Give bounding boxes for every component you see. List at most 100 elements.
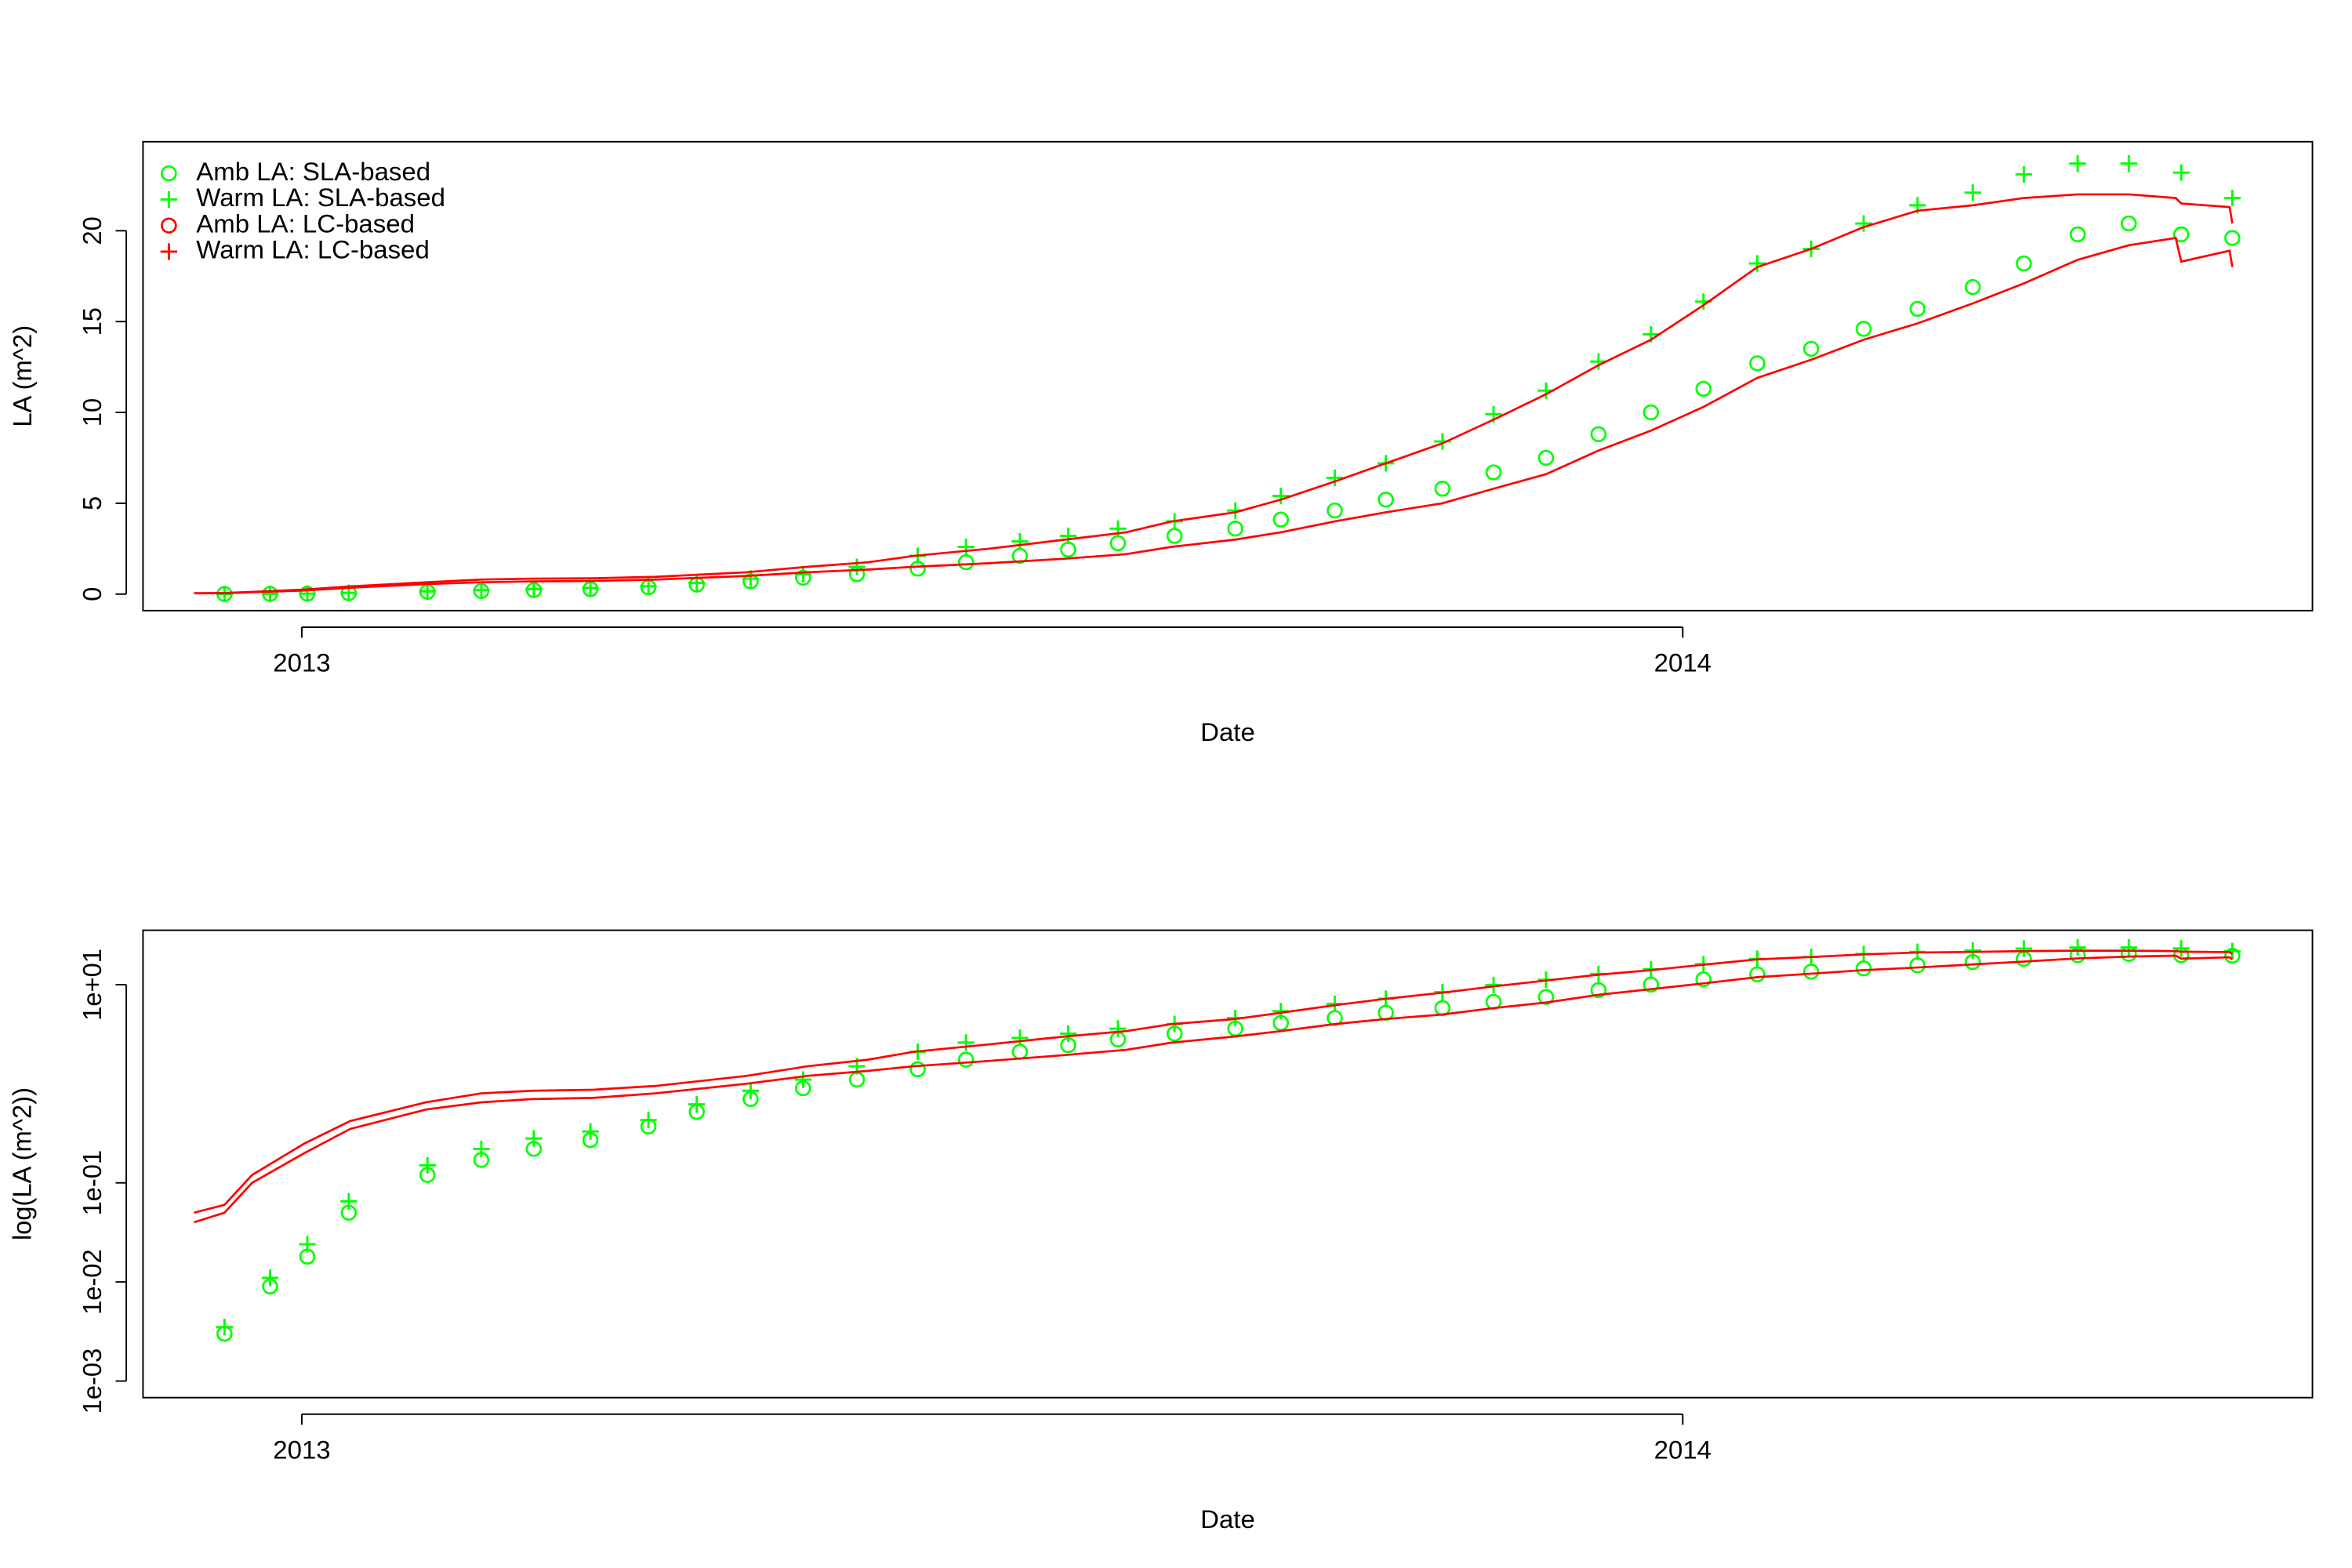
data-point [957,1034,975,1051]
data-point [1059,528,1077,545]
data-point [957,1051,975,1068]
data-point [2120,938,2137,956]
data-point [1537,449,1555,466]
data-point [957,554,975,571]
legend-label: Amb LA: SLA-based [196,157,430,186]
data-point [473,1140,490,1158]
data-point [261,585,279,603]
data-point [1272,488,1290,505]
data-point [419,1156,436,1174]
data-point [1590,982,1607,999]
y-tick-label: 1e-01 [78,1150,107,1216]
data-point [1964,942,1981,959]
y-tick-label: 1e+01 [78,949,107,1021]
data-point [1748,255,1766,272]
data-point [299,1236,316,1253]
data-point [1326,469,1344,487]
legend-symbol [160,243,178,260]
data-point [1909,300,1926,318]
data-point [794,1071,812,1088]
data-point [340,1192,358,1210]
data-point [848,1071,866,1088]
plot-box [142,140,2314,612]
data-point [1059,1025,1077,1043]
data-point [1011,532,1029,550]
data-point [261,1269,279,1287]
data-point [2069,938,2086,956]
y-tick-label: 20 [78,216,107,245]
data-point [419,583,436,600]
data-point [848,558,866,575]
data-point [688,1095,706,1113]
data-point [1855,960,1872,977]
data-point [1272,511,1290,528]
legend-symbol [161,217,177,234]
data-point [2172,164,2190,181]
data-point [1166,528,1183,544]
y-axis-label: log(LA (m^2)) [8,1087,37,1240]
data-point [1964,278,1981,296]
data-point [1537,989,1555,1005]
data-point [1109,1020,1127,1037]
x-tick-label: 2014 [1654,1436,1711,1465]
data-point [582,579,599,597]
x-axis-label: Date [1200,1504,1255,1534]
y-axis-label: LA (m^2) [8,325,37,427]
legend-symbol [160,191,178,209]
data-point [473,582,490,599]
data-point [1802,964,1820,980]
data-point [1855,215,1872,232]
data-point [1695,971,1712,988]
data-point [1909,956,1926,974]
data-point [1855,321,1872,337]
data-point [742,1082,760,1099]
data-point [1642,404,1660,421]
data-point [2015,165,2033,183]
data-point [742,570,760,587]
y-tick-label: 0 [78,587,107,601]
data-point [794,565,812,583]
data-point [1011,1044,1029,1060]
y-tick-label: 15 [78,307,107,336]
series-line [194,193,2234,594]
x-tick-label: 2013 [273,1436,330,1465]
data-point [1802,340,1820,358]
plot-box [142,929,2314,1399]
data-point [2120,155,2137,172]
y-tick-label: 1e-03 [78,1348,107,1414]
data-point [2120,215,2137,232]
data-point [582,1123,599,1140]
data-point [525,1130,543,1147]
data-point [216,1319,233,1336]
data-point [640,1112,657,1129]
data-point [1109,535,1127,552]
y-tick-label: 10 [78,398,107,426]
data-point [1327,502,1343,519]
x-tick-label: 2014 [1654,648,1711,677]
data-point [1695,380,1712,397]
data-point [1485,464,1502,481]
data-point [2069,226,2086,243]
data-point [1749,355,1766,372]
data-point [2172,940,2190,957]
x-tick-label: 2013 [273,648,330,677]
series-line [194,949,2234,1214]
data-point [2172,226,2190,243]
data-point [1590,426,1607,443]
data-point [909,1061,926,1078]
data-point [1060,541,1076,558]
data-point [2015,940,2033,957]
data-point [525,580,543,597]
legend-label: Warm LA: SLA-based [196,183,445,212]
y-tick-label: 1e-02 [78,1249,107,1315]
data-point [1227,521,1243,537]
series-line [194,237,2234,595]
data-point [2223,190,2241,207]
y-tick-label: 5 [78,496,107,510]
x-axis-label: Date [1200,717,1255,746]
data-point [299,585,316,602]
legend-label: Amb LA: LC-based [196,209,415,238]
legend-label: Warm LA: LC-based [196,235,430,264]
